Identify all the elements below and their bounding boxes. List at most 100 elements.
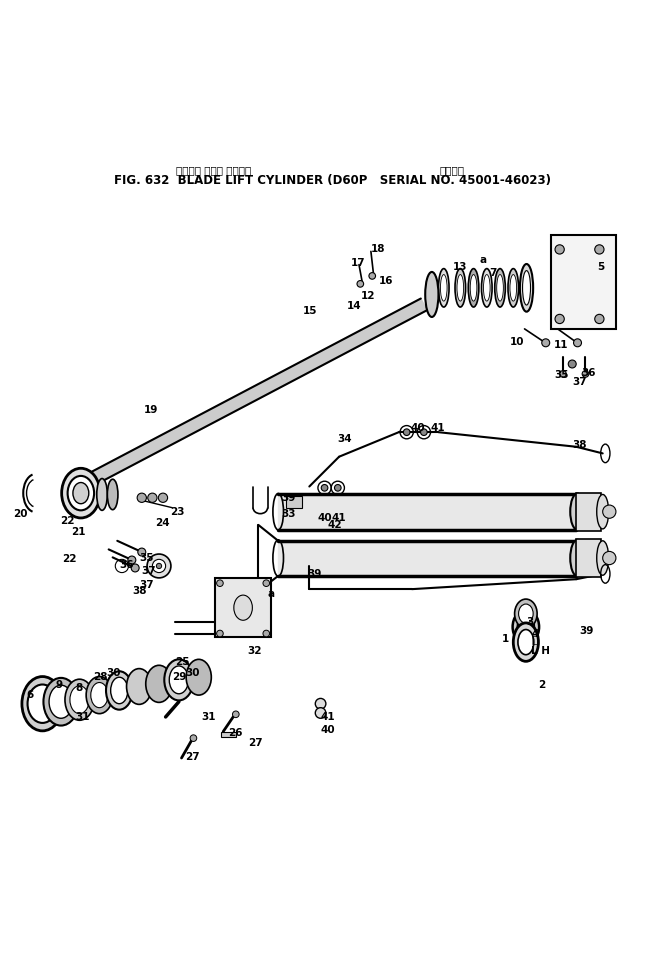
Text: 15: 15 [303, 306, 317, 316]
Text: 22: 22 [63, 555, 77, 564]
Circle shape [595, 245, 604, 254]
Bar [576, 539, 601, 577]
Ellipse shape [164, 660, 194, 701]
Bar [551, 234, 616, 329]
Ellipse shape [523, 270, 531, 306]
Text: 11: 11 [554, 341, 568, 350]
Text: 28: 28 [93, 672, 107, 682]
Ellipse shape [470, 274, 477, 301]
Text: 41: 41 [430, 423, 445, 433]
Ellipse shape [513, 623, 539, 662]
Text: 9: 9 [56, 680, 63, 690]
Ellipse shape [513, 610, 539, 644]
Ellipse shape [468, 269, 479, 307]
Text: 14: 14 [347, 302, 362, 311]
Text: 適用号機: 適用号機 [439, 165, 464, 175]
Text: 4: 4 [531, 629, 539, 638]
Ellipse shape [70, 686, 89, 713]
Ellipse shape [22, 676, 63, 731]
Ellipse shape [62, 468, 100, 518]
Text: 39: 39 [281, 493, 295, 503]
Circle shape [263, 631, 269, 636]
Circle shape [321, 485, 328, 491]
Circle shape [190, 735, 197, 741]
Text: 3: 3 [526, 617, 533, 628]
Circle shape [138, 548, 146, 556]
Text: 1: 1 [501, 633, 509, 644]
Ellipse shape [438, 269, 449, 307]
Text: 37: 37 [572, 377, 587, 387]
Text: 40: 40 [321, 725, 335, 736]
Ellipse shape [425, 271, 438, 317]
Text: 2: 2 [538, 680, 545, 690]
Ellipse shape [440, 274, 447, 301]
Circle shape [315, 707, 326, 718]
Ellipse shape [571, 540, 585, 576]
Text: 33: 33 [281, 509, 295, 520]
Text: 8: 8 [76, 683, 83, 694]
Text: 18: 18 [371, 244, 386, 254]
Text: 27: 27 [186, 752, 200, 762]
Text: 24: 24 [155, 518, 170, 528]
Text: ブレード リフト シリンダ: ブレード リフト シリンダ [176, 165, 251, 175]
Text: 41: 41 [331, 514, 346, 523]
Ellipse shape [481, 269, 492, 307]
Ellipse shape [49, 685, 73, 718]
Bar [576, 493, 601, 531]
Ellipse shape [455, 269, 465, 307]
Ellipse shape [495, 269, 505, 307]
Circle shape [137, 493, 146, 502]
Circle shape [147, 554, 171, 578]
Text: 23: 23 [170, 507, 185, 517]
Ellipse shape [483, 274, 490, 301]
Text: 5: 5 [597, 262, 604, 271]
Circle shape [128, 556, 136, 564]
Circle shape [555, 245, 565, 254]
Ellipse shape [519, 604, 533, 624]
Text: 注
L H: 注 L H [531, 634, 550, 656]
Ellipse shape [68, 476, 94, 511]
Ellipse shape [106, 671, 132, 709]
Ellipse shape [27, 684, 57, 723]
Circle shape [569, 360, 576, 368]
Ellipse shape [91, 682, 108, 707]
Text: 21: 21 [71, 526, 85, 536]
Text: 26: 26 [228, 728, 242, 738]
Text: 36: 36 [119, 559, 134, 569]
Text: 7: 7 [489, 269, 496, 278]
Text: 17: 17 [351, 258, 366, 268]
Ellipse shape [73, 483, 89, 504]
Text: 12: 12 [360, 291, 375, 301]
Text: 36: 36 [581, 368, 595, 378]
Text: 39: 39 [579, 626, 593, 636]
Text: 16: 16 [379, 276, 394, 286]
Circle shape [573, 339, 581, 346]
Text: 40: 40 [411, 423, 425, 433]
Circle shape [131, 564, 139, 572]
Text: 31: 31 [76, 712, 90, 722]
Text: 10: 10 [510, 337, 525, 347]
Circle shape [420, 429, 427, 436]
Circle shape [148, 493, 157, 502]
Circle shape [542, 339, 550, 346]
Circle shape [315, 699, 326, 709]
Text: 39: 39 [307, 569, 322, 579]
Ellipse shape [146, 666, 172, 703]
Ellipse shape [515, 599, 537, 629]
Bar [221, 733, 236, 737]
Ellipse shape [518, 630, 534, 655]
Circle shape [156, 563, 162, 568]
Text: 37: 37 [142, 566, 156, 576]
Text: 34: 34 [338, 434, 352, 444]
Circle shape [602, 552, 616, 564]
Text: 38: 38 [572, 441, 587, 450]
Text: a: a [479, 255, 487, 265]
Circle shape [263, 580, 269, 587]
Ellipse shape [96, 479, 107, 511]
Ellipse shape [510, 274, 517, 301]
Circle shape [217, 580, 223, 587]
Circle shape [233, 711, 239, 718]
Polygon shape [81, 299, 427, 489]
Ellipse shape [597, 494, 608, 529]
Text: 32: 32 [248, 646, 262, 656]
